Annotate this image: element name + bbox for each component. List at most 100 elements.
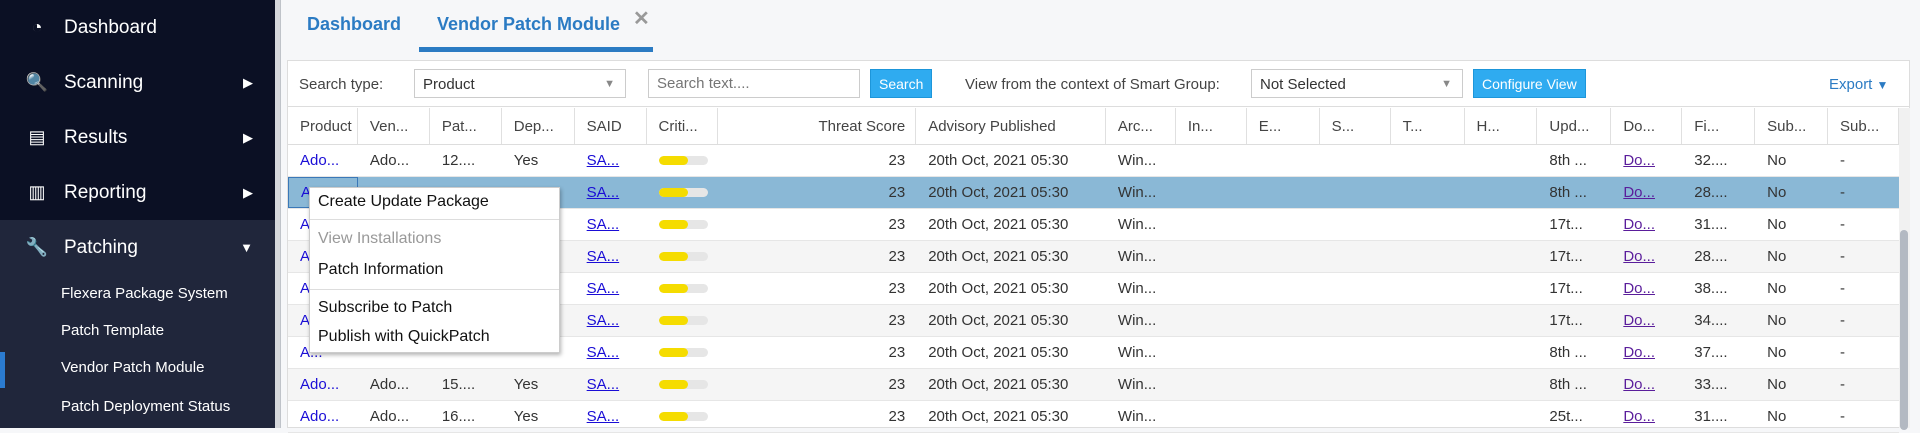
column-header[interactable]: Fi... xyxy=(1682,108,1756,144)
column-header[interactable]: Threat Score xyxy=(718,108,917,144)
said-link[interactable]: SA... xyxy=(586,216,620,233)
menu-separator xyxy=(310,219,559,220)
column-header[interactable]: Arc... xyxy=(1106,108,1176,144)
search-type-select[interactable]: Product ▼ xyxy=(414,69,626,98)
nav-patch-template[interactable]: Patch Template xyxy=(61,322,165,339)
column-header[interactable]: In... xyxy=(1176,108,1247,144)
download-link[interactable]: Do... xyxy=(1623,408,1655,425)
scrollbar-thumb[interactable] xyxy=(1900,230,1908,430)
said-link[interactable]: SA... xyxy=(586,248,620,265)
tab-vendor-patch-module[interactable]: Vendor Patch Module xyxy=(437,14,621,34)
nav-label: Patching xyxy=(64,236,138,258)
download-link[interactable]: Do... xyxy=(1623,152,1655,169)
said-link[interactable]: SA... xyxy=(586,408,620,425)
close-tab-icon[interactable]: ✕ xyxy=(633,8,650,30)
table-cell xyxy=(1320,401,1391,432)
download-link[interactable]: Do... xyxy=(1623,184,1655,201)
nav-dashboard[interactable]: ◔ Dashboard xyxy=(0,0,275,55)
product-link[interactable]: Ado... xyxy=(300,376,340,393)
column-header[interactable]: SAID xyxy=(575,108,647,144)
table-row[interactable]: Ado... Ado... 12.... Yes SA... 23 20th Oct, 20… xyxy=(288,145,1899,177)
said-link[interactable]: SA... xyxy=(586,312,620,329)
smart-group-select[interactable]: Not Selected ▼ xyxy=(1251,69,1463,98)
menu-create-update-package[interactable]: Create Update Package xyxy=(318,193,489,210)
configure-view-button[interactable]: Configure View xyxy=(1473,69,1586,98)
said-link[interactable]: SA... xyxy=(586,344,620,361)
table-cell xyxy=(1320,177,1391,208)
table-row[interactable]: Ado... Ado... 16.... Yes SA... 23 20th Oct, 20… xyxy=(288,401,1899,433)
context-menu: Create Update Package View Installations… xyxy=(309,187,560,353)
product-link[interactable]: Ado... xyxy=(300,152,340,169)
table-cell: 23 xyxy=(718,209,916,240)
download-link[interactable]: Do... xyxy=(1623,248,1655,265)
menu-subscribe-to-patch[interactable]: Subscribe to Patch xyxy=(318,299,453,316)
download-link[interactable]: Do... xyxy=(1623,344,1655,361)
download-link[interactable]: Do... xyxy=(1623,216,1655,233)
table-cell xyxy=(1247,145,1320,176)
nav-scanning[interactable]: 🔍 Scanning ▶ xyxy=(0,55,275,110)
download-link[interactable]: Do... xyxy=(1623,376,1655,393)
table-cell xyxy=(1391,369,1465,400)
column-header[interactable]: Pat... xyxy=(430,108,502,144)
search-button[interactable]: Search xyxy=(870,69,933,98)
product-link[interactable]: Ado... xyxy=(300,408,340,425)
nav-patching[interactable]: 🔧 Patching ▼ xyxy=(0,220,275,275)
column-header[interactable]: Sub... xyxy=(1828,108,1899,144)
table-cell: 20th Oct, 2021 05:30 xyxy=(916,273,1106,304)
column-header[interactable]: E... xyxy=(1247,108,1320,144)
column-header[interactable]: Upd... xyxy=(1537,108,1612,144)
nav-flexera-package-system[interactable]: Flexera Package System xyxy=(61,285,228,302)
nav-label: Reporting xyxy=(64,181,147,203)
vertical-scrollbar[interactable] xyxy=(1899,108,1910,430)
column-header[interactable]: Do... xyxy=(1611,108,1683,144)
nav-patch-deployment-status[interactable]: Patch Deployment Status xyxy=(61,398,231,415)
search-input[interactable] xyxy=(648,69,860,98)
table-cell: No xyxy=(1755,305,1828,336)
menu-patch-information[interactable]: Patch Information xyxy=(318,261,444,278)
criticality-fill xyxy=(658,412,688,421)
cell-text: No xyxy=(1767,248,1787,265)
chevron-right-icon: ▶ xyxy=(243,184,253,200)
table-row[interactable]: Ado... Ado... 15.... Yes SA... 23 20th Oct, 20… xyxy=(288,369,1899,401)
criticality-fill xyxy=(658,348,688,357)
table-cell: 17t... xyxy=(1537,305,1611,336)
column-header[interactable]: T... xyxy=(1391,108,1465,144)
column-header[interactable]: Criti... xyxy=(647,108,719,144)
table-cell xyxy=(1391,241,1465,272)
column-header[interactable]: Advisory Published xyxy=(916,108,1106,144)
said-link[interactable]: SA... xyxy=(586,280,620,297)
column-header[interactable]: Product xyxy=(288,108,358,144)
download-link[interactable]: Do... xyxy=(1623,312,1655,329)
download-link[interactable]: Do... xyxy=(1623,280,1655,297)
cell-text: 17t... xyxy=(1549,248,1583,265)
table-cell: 20th Oct, 2021 05:30 xyxy=(916,401,1106,432)
table-cell xyxy=(1320,209,1391,240)
column-header[interactable]: Dep... xyxy=(502,108,575,144)
table-cell: 20th Oct, 2021 05:30 xyxy=(916,177,1106,208)
table-cell: Do... xyxy=(1611,369,1682,400)
nav-vendor-patch-module[interactable]: Vendor Patch Module xyxy=(61,359,205,376)
export-button[interactable]: Export ▼ xyxy=(1829,76,1888,93)
cell-text: 8th ... xyxy=(1549,376,1587,393)
column-header[interactable]: Sub... xyxy=(1755,108,1829,144)
said-link[interactable]: SA... xyxy=(586,152,620,169)
column-header[interactable]: Ven... xyxy=(358,108,430,144)
table-cell: Ado... xyxy=(358,369,430,400)
said-link[interactable]: SA... xyxy=(586,184,620,201)
cell-text: 23 xyxy=(888,344,906,361)
column-header[interactable]: H... xyxy=(1465,108,1538,144)
nav-reporting[interactable]: ▥ Reporting ▶ xyxy=(0,165,275,220)
table-cell: Do... xyxy=(1611,209,1682,240)
nav-results[interactable]: ▤ Results ▶ xyxy=(0,110,275,165)
sidebar-splitter[interactable] xyxy=(275,0,281,428)
clipboard-icon: ▤ xyxy=(28,127,46,147)
cell-text: 17t... xyxy=(1549,280,1583,297)
cell-text: - xyxy=(1840,312,1846,329)
column-header[interactable]: S... xyxy=(1320,108,1391,144)
said-link[interactable]: SA... xyxy=(586,376,620,393)
tab-dashboard[interactable]: Dashboard xyxy=(307,14,402,34)
menu-publish-with-quickpatch[interactable]: Publish with QuickPatch xyxy=(318,328,490,345)
